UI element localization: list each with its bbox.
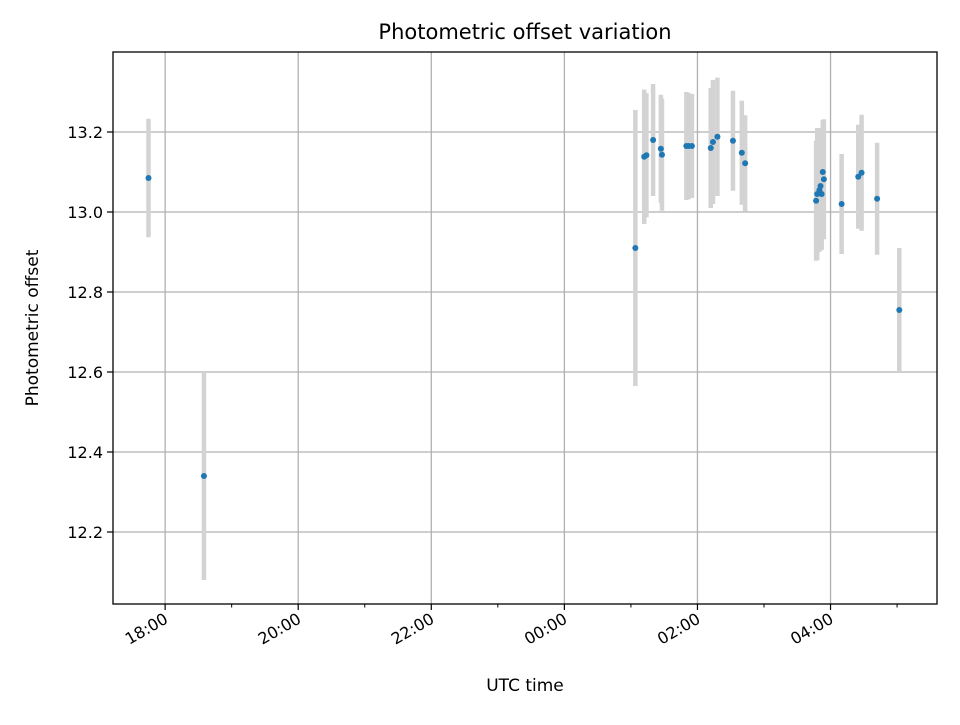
data-point <box>650 137 657 143</box>
data-point <box>145 175 152 181</box>
data-point <box>688 143 695 149</box>
y-tick-label: 12.2 <box>67 523 103 542</box>
y-tick-label: 13.2 <box>67 123 103 142</box>
data-point <box>817 183 824 189</box>
data-point <box>819 169 826 175</box>
data-point <box>729 137 736 144</box>
y-tick-label: 12.4 <box>67 443 103 462</box>
point-layer <box>145 133 903 479</box>
data-point <box>818 191 825 197</box>
data-point <box>738 149 745 156</box>
data-point <box>709 139 716 145</box>
data-point <box>838 201 845 207</box>
x-axis-label: UTC time <box>486 676 564 696</box>
data-point <box>874 195 881 202</box>
data-point <box>632 245 639 251</box>
plot-frame <box>112 51 938 605</box>
data-point <box>742 160 749 167</box>
y-axis-label: Photometric offset <box>23 249 43 406</box>
data-point <box>714 133 721 140</box>
grid-layer <box>113 52 937 604</box>
data-point <box>657 145 664 152</box>
y-tick-label: 12.6 <box>67 363 103 382</box>
data-point <box>896 307 903 313</box>
data-point <box>658 151 665 158</box>
data-point <box>820 176 827 183</box>
data-point <box>643 152 650 159</box>
data-point <box>855 173 862 180</box>
data-point <box>813 197 820 204</box>
data-point <box>200 473 207 479</box>
data-point <box>707 145 714 151</box>
data-point <box>858 169 865 176</box>
y-tick-label: 12.8 <box>67 283 103 302</box>
chart-title: Photometric offset variation <box>378 20 671 44</box>
y-tick-label: 13.0 <box>67 203 103 222</box>
